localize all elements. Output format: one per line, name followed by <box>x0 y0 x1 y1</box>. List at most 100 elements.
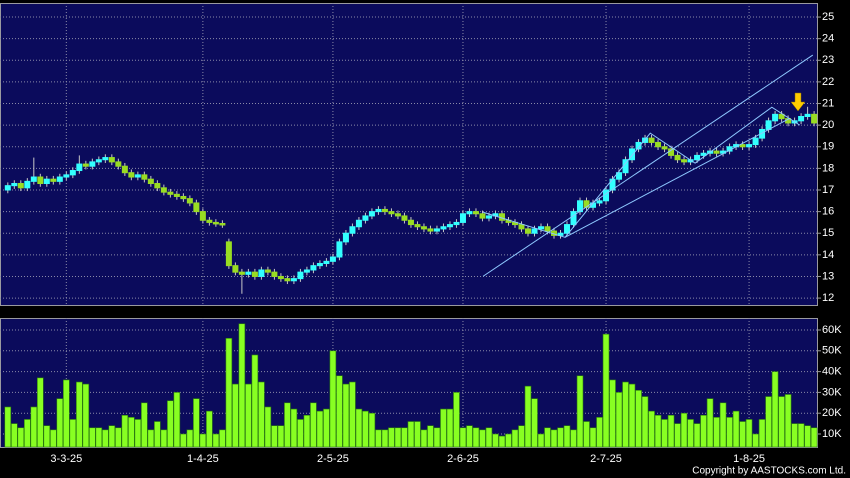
volume-bar <box>745 419 753 448</box>
candle-body <box>485 215 492 219</box>
volume-bar <box>186 429 194 448</box>
volume-bar <box>310 402 317 448</box>
volume-bar <box>30 406 38 448</box>
y-tick-label: 21 <box>822 97 834 109</box>
candle-body <box>446 224 453 228</box>
candle-body <box>167 191 174 195</box>
volume-bar <box>277 425 285 448</box>
volume-bar <box>427 425 434 448</box>
volume-bar <box>544 427 551 448</box>
volume-bar <box>732 410 740 448</box>
volume-bar <box>245 383 252 448</box>
candle-body <box>798 115 805 122</box>
volume-bar <box>472 427 480 448</box>
candle-body <box>160 187 167 193</box>
y-tick-label: 15 <box>822 227 834 239</box>
volume-bar <box>739 421 746 448</box>
volume-bar <box>498 435 506 448</box>
y-tick-label: 19 <box>822 141 834 153</box>
x-tick-label: 2-7-25 <box>590 453 622 465</box>
candle-body <box>596 200 603 204</box>
volume-bar <box>154 421 161 448</box>
candle-body <box>635 141 642 150</box>
plot-layer: 12 13 14 15 16 17 18 19 20 21 22 23 24 25 10K 20K 30K 40K… <box>0 3 842 465</box>
candle-body <box>50 178 57 182</box>
candle-body <box>17 183 24 189</box>
volume-bar <box>362 410 369 448</box>
volume-bar <box>661 419 668 448</box>
candle-body <box>316 262 323 267</box>
candle-body <box>427 228 434 232</box>
volume-bar <box>238 323 246 448</box>
y-tick-label: 16 <box>822 206 834 218</box>
candle-body <box>570 211 577 226</box>
volume-bar <box>758 419 766 448</box>
x-tick-label: 3-3-25 <box>50 453 82 465</box>
x-tick-label: 1-4-25 <box>187 453 219 465</box>
candle-body <box>251 271 258 277</box>
candle-body <box>95 159 102 163</box>
volume-bar <box>550 429 558 448</box>
volume-bar <box>726 417 733 448</box>
volume-bar <box>193 398 200 448</box>
candle-body <box>141 174 148 180</box>
volume-bar <box>37 377 44 448</box>
volume-bar <box>459 427 467 448</box>
candle-body <box>134 174 141 178</box>
volume-bar <box>284 402 291 448</box>
volume-bar <box>778 396 785 448</box>
trend-line <box>564 117 791 238</box>
candle-body <box>342 232 349 243</box>
volume-bar <box>134 419 142 448</box>
volume-bar <box>563 425 571 448</box>
candle-body <box>349 226 356 234</box>
candle-body <box>694 154 701 161</box>
candle-body <box>524 228 531 234</box>
volume-bar <box>414 421 421 448</box>
volume-bar <box>82 383 90 448</box>
volume-bar <box>628 383 636 448</box>
y-tick-label: 18 <box>822 162 834 174</box>
volume-bar <box>641 396 649 448</box>
candle-body <box>453 221 460 226</box>
volume-bar <box>791 423 798 448</box>
candle-body <box>193 202 200 213</box>
candle-body <box>459 213 466 223</box>
candle-body <box>752 137 759 146</box>
candle-body <box>746 144 753 148</box>
volume-bar <box>706 398 714 448</box>
candle-body <box>297 271 304 280</box>
volume-bar <box>167 400 174 448</box>
price-panel <box>0 3 818 306</box>
y-tick-label: 40K <box>822 366 842 378</box>
volume-bar <box>524 385 532 448</box>
volume-bar <box>336 375 343 448</box>
volume-bar <box>804 425 811 448</box>
candle-body <box>355 219 362 228</box>
candle-body <box>739 144 746 148</box>
volume-bar <box>583 421 590 448</box>
volume-bar <box>771 371 779 448</box>
candle-body <box>518 224 525 230</box>
candle-body <box>199 211 206 221</box>
volume-bar <box>602 333 610 448</box>
volume-bar <box>433 427 441 448</box>
volume-bar <box>219 429 226 448</box>
candle-body <box>56 176 63 182</box>
volume-bar <box>609 379 616 448</box>
candle-body <box>394 213 401 217</box>
volume-bar <box>388 427 395 448</box>
volume-bar <box>297 419 304 448</box>
volume-bar <box>24 419 31 448</box>
volume-bar <box>531 398 538 448</box>
volume-bar <box>368 412 376 448</box>
volume-bar <box>323 408 330 448</box>
candle-body <box>616 172 623 180</box>
volume-bar <box>89 427 96 448</box>
volume-bar <box>810 427 818 448</box>
candle-body <box>245 271 252 275</box>
candle-body <box>655 141 662 148</box>
y-tick-label: 17 <box>822 184 834 196</box>
volume-bar <box>141 402 148 448</box>
